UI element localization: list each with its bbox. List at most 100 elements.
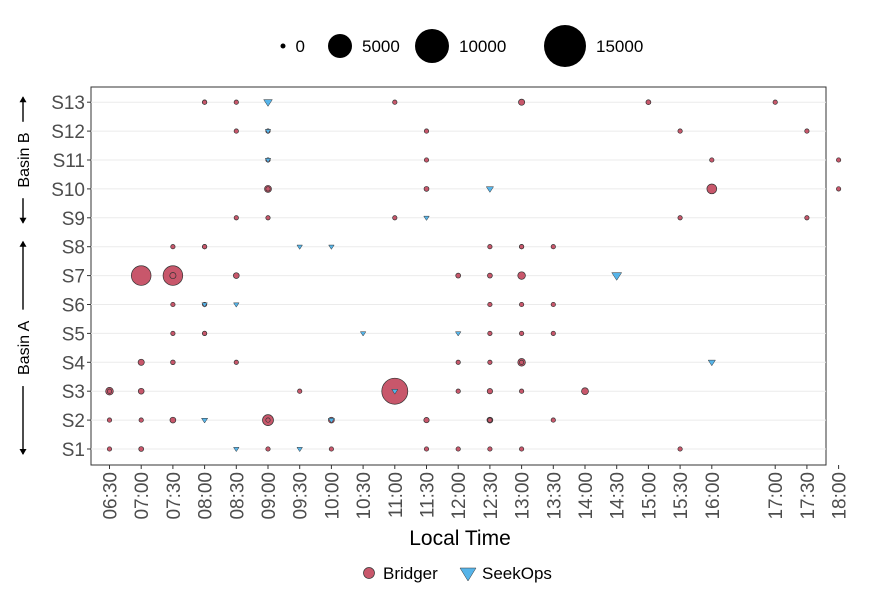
bridger-point	[836, 186, 842, 192]
y-tick-label: S4	[62, 353, 86, 374]
y-tick-label: S7	[62, 267, 85, 288]
bridger-point	[519, 301, 525, 308]
bridger-point	[645, 99, 652, 106]
bridger-point	[487, 359, 493, 365]
bridger-point	[170, 359, 176, 365]
x-tick-label: 13:00	[513, 472, 534, 520]
bridger-point	[233, 99, 239, 105]
bridger-point	[706, 183, 718, 195]
bridger-point	[265, 417, 271, 423]
bridger-point	[487, 417, 493, 423]
seekops-point	[201, 418, 209, 424]
y-tick-label: S10	[51, 180, 85, 201]
legend-key-bridger	[363, 567, 375, 579]
x-tick-label: 10:00	[322, 472, 343, 520]
bridger-point	[486, 388, 493, 395]
bridger-point	[202, 99, 208, 105]
bridger-point	[804, 128, 810, 134]
bridger-point	[297, 388, 303, 394]
y-tick-label: S1	[62, 440, 85, 461]
basin-annotations: Basin A Basin B	[16, 96, 33, 455]
bridger-point	[550, 330, 556, 336]
x-tick-label: 10:30	[354, 472, 375, 520]
x-tick-label: 08:30	[227, 472, 248, 520]
x-tick-label: 09:30	[291, 472, 312, 520]
x-tick-label: 09:00	[259, 472, 280, 520]
y-tick-label: S11	[53, 151, 85, 172]
x-tick-label: 15:30	[671, 472, 692, 520]
bridger-point	[804, 215, 810, 221]
x-tick-label: 07:30	[164, 472, 185, 520]
bridger-point	[519, 446, 525, 452]
bridger-point	[392, 215, 398, 221]
bridger-point	[487, 446, 493, 452]
seekops-point	[611, 272, 623, 281]
bridger-point	[202, 330, 208, 336]
bridger-point	[517, 271, 526, 280]
bridger-point	[138, 417, 144, 423]
bridger-point	[519, 388, 525, 394]
bridger-point	[137, 387, 145, 395]
bridger-point	[106, 417, 113, 423]
seekops-point	[263, 99, 273, 107]
seekops-point	[359, 331, 367, 337]
basin-label: Basin A	[16, 320, 33, 375]
bridger-point	[169, 272, 177, 280]
bridger-point	[519, 330, 525, 336]
bridger-point	[455, 388, 461, 394]
size-legend-key	[328, 34, 352, 58]
x-tick-label: 08:00	[196, 472, 217, 520]
bridger-point	[392, 99, 398, 105]
bridger-point	[169, 416, 177, 424]
seekops-point	[391, 389, 399, 395]
legend-label: SeekOps	[482, 564, 552, 583]
y-axis: S1 S2 S3 S4 S5 S6 S7 S8 S9 S10 S11 S12 S13	[51, 93, 91, 461]
bridger-point	[233, 359, 239, 365]
x-axis: 06:30 07:00 07:30 08:00 08:30 09:00 09:30 10:00…	[101, 465, 851, 520]
x-tick-label: 14:00	[576, 472, 597, 520]
bridger-point	[581, 387, 589, 396]
y-tick-label: S5	[62, 324, 85, 345]
legend-label: Bridger	[383, 564, 438, 583]
bridger-point	[677, 446, 683, 452]
seekops-point	[327, 418, 335, 424]
bridger-point	[423, 446, 430, 452]
y-tick-label: S13	[51, 93, 85, 114]
x-tick-label: 16:00	[703, 472, 724, 520]
bridger-point	[455, 446, 461, 452]
size-legend-key	[280, 43, 286, 49]
x-tick-label: 12:30	[481, 472, 502, 520]
bridger-point	[106, 388, 113, 394]
size-legend-key	[415, 29, 449, 63]
bridger-point	[772, 99, 778, 105]
bridger-point	[423, 128, 430, 134]
seekops-point	[454, 331, 462, 337]
bridger-point	[233, 128, 239, 134]
seekops-point	[296, 244, 303, 250]
bridger-point	[423, 417, 430, 424]
bridger-point	[487, 330, 493, 336]
bridger-point	[131, 265, 152, 286]
bridger-point	[170, 301, 176, 308]
shape-legend: Bridger SeekOps	[363, 564, 552, 583]
basin-arrowhead	[19, 449, 27, 455]
x-tick-label: 06:30	[101, 472, 122, 520]
y-tick-label: S12	[51, 122, 85, 143]
bridger-point	[677, 215, 683, 221]
seekops-point	[707, 359, 716, 367]
x-tick-label: 11:30	[418, 472, 439, 518]
x-tick-label: 15:00	[639, 472, 660, 520]
bridger-point	[328, 446, 334, 452]
bridger-point	[202, 244, 208, 250]
basin-arrowhead	[19, 217, 27, 224]
y-tick-label: S9	[62, 209, 85, 230]
seekops-point	[485, 186, 494, 193]
bridger-point	[487, 301, 493, 308]
x-tick-label: 07:00	[132, 472, 153, 520]
x-tick-label: 17:30	[798, 472, 819, 520]
seekops-point	[264, 129, 272, 135]
seekops-point	[264, 158, 272, 164]
y-tick-label: S2	[62, 411, 85, 432]
x-tick-label: 17:00	[766, 472, 787, 520]
